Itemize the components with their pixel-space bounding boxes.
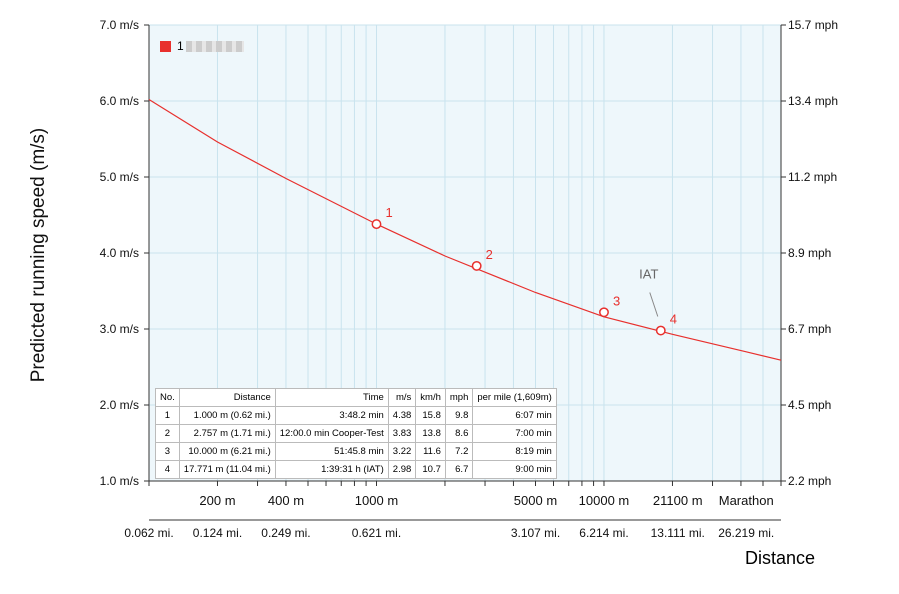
table-cell: 4.38 bbox=[387, 406, 417, 425]
table-cell: 10.7 bbox=[415, 460, 446, 479]
x-tick-label: 1000 m bbox=[355, 493, 398, 508]
table-cell: 6:07 min bbox=[472, 406, 557, 425]
table-header: per mile (1,609m) bbox=[472, 388, 557, 407]
iat-annotation: IAT bbox=[639, 267, 658, 282]
x-tick-label: 21100 m bbox=[653, 493, 703, 508]
x-tick-label: 10000 m bbox=[579, 493, 630, 508]
data-point-label: 2 bbox=[486, 247, 493, 262]
y-tick-label: 5.0 m/s bbox=[100, 170, 139, 184]
table-cell: 17.771 m (11.04 mi.) bbox=[178, 460, 276, 479]
table-cell: 10.000 m (6.21 mi.) bbox=[178, 442, 276, 461]
table-cell: 13.8 bbox=[415, 424, 446, 443]
iat-leader-line bbox=[649, 292, 659, 317]
results-table: No. Distance Time m/s km/h mph per mile … bbox=[155, 388, 557, 479]
table-cell: 8.6 bbox=[444, 424, 474, 443]
speed-curve bbox=[148, 98, 782, 361]
table-cell: 6.7 bbox=[444, 460, 474, 479]
y2-tick-label: 2.2 mph bbox=[788, 474, 831, 488]
x-axis-title: Distance bbox=[744, 548, 816, 568]
table-cell: 3:48.2 min bbox=[274, 406, 389, 425]
table-header: Distance bbox=[178, 388, 276, 407]
table-cell: 2 bbox=[155, 424, 180, 443]
x-tick-label-miles: 0.621 mi. bbox=[352, 526, 401, 540]
y2-tick-label: 6.7 mph bbox=[788, 322, 831, 336]
y-tick-label: 4.0 m/s bbox=[100, 246, 139, 260]
y2-tick-label: 4.5 mph bbox=[788, 398, 831, 412]
table-cell: 15.8 bbox=[415, 406, 446, 425]
table-cell: 3.83 bbox=[387, 424, 417, 443]
y-tick-label: 2.0 m/s bbox=[100, 398, 139, 412]
table-row: 4 17.771 m (11.04 mi.) 1:39:31 h (IAT) 2… bbox=[155, 460, 557, 479]
y-tick-label: 7.0 m/s bbox=[100, 18, 139, 32]
table-cell: 4 bbox=[155, 460, 180, 479]
y2-tick-label: 13.4 mph bbox=[788, 94, 838, 108]
table-header-row: No. Distance Time m/s km/h mph per mile … bbox=[155, 388, 557, 407]
table-row: 3 10.000 m (6.21 mi.) 51:45.8 min 3.22 1… bbox=[155, 442, 557, 461]
data-point-label: 1 bbox=[385, 205, 392, 220]
y-tick-label: 1.0 m/s bbox=[100, 474, 139, 488]
x-tick-label-miles: 6.214 mi. bbox=[579, 526, 628, 540]
data-point-label: 4 bbox=[670, 312, 677, 327]
y-axis-title: Predicted running speed (m/s) bbox=[28, 127, 49, 383]
table-cell: 2.98 bbox=[387, 460, 417, 479]
legend-label: 1 bbox=[177, 39, 184, 53]
table-cell: 12:00.0 min Cooper-Test bbox=[274, 424, 389, 443]
table-cell: 1:39:31 h (IAT) bbox=[274, 460, 389, 479]
table-row: 1 1.000 m (0.62 mi.) 3:48.2 min 4.38 15.… bbox=[155, 406, 557, 425]
y2-tick-label: 15.7 mph bbox=[788, 18, 838, 32]
data-point bbox=[599, 307, 609, 318]
table-cell: 3.22 bbox=[387, 442, 417, 461]
x-tick-label: 5000 m bbox=[514, 493, 557, 508]
x-tick-label: 400 m bbox=[268, 493, 304, 508]
y2-tick-label: 11.2 mph bbox=[788, 170, 837, 184]
legend: 1 bbox=[160, 39, 244, 53]
data-point bbox=[655, 325, 666, 336]
data-point-label: 3 bbox=[613, 293, 620, 308]
x-tick-label-miles: 3.107 mi. bbox=[511, 526, 560, 540]
table-cell: 1.000 m (0.62 mi.) bbox=[178, 406, 276, 425]
table-cell: 3 bbox=[155, 442, 180, 461]
table-cell: 51:45.8 min bbox=[274, 442, 389, 461]
x-tick-label-miles: 0.062 mi. bbox=[124, 526, 173, 540]
x-tick-label: 200 m bbox=[199, 493, 235, 508]
table-cell: 8:19 min bbox=[472, 442, 557, 461]
data-point bbox=[371, 219, 382, 230]
x-tick-label-miles: 0.124 mi. bbox=[193, 526, 242, 540]
y-tick-label: 3.0 m/s bbox=[100, 322, 139, 336]
table-row: 2 2.757 m (1.71 mi.) 12:00.0 min Cooper-… bbox=[155, 424, 557, 443]
x-tick-label-miles: 26.219 mi. bbox=[718, 526, 774, 540]
table-cell: 1 bbox=[155, 406, 180, 425]
table-header: mph bbox=[444, 388, 474, 407]
legend-swatch bbox=[160, 40, 171, 52]
table-header: No. bbox=[155, 388, 180, 407]
table-cell: 7.2 bbox=[444, 442, 474, 461]
table-cell: 2.757 m (1.71 mi.) bbox=[178, 424, 276, 443]
table-header: km/h bbox=[415, 388, 446, 407]
table-cell: 9:00 min bbox=[472, 460, 557, 479]
table-cell: 9.8 bbox=[444, 406, 474, 425]
table-header: m/s bbox=[387, 388, 417, 407]
y-tick-label: 6.0 m/s bbox=[100, 94, 139, 108]
table-cell: 7:00 min bbox=[472, 424, 557, 443]
y2-tick-label: 8.9 mph bbox=[788, 246, 831, 260]
table-header: Time bbox=[274, 388, 389, 407]
x-tick-label: Marathon bbox=[719, 493, 774, 508]
x-tick-label-miles: 13.111 mi. bbox=[651, 526, 705, 540]
x-tick-label-miles: 0.249 mi. bbox=[261, 526, 310, 540]
table-cell: 11.6 bbox=[415, 442, 446, 461]
legend-redacted-text bbox=[185, 40, 244, 52]
data-point bbox=[471, 260, 482, 271]
